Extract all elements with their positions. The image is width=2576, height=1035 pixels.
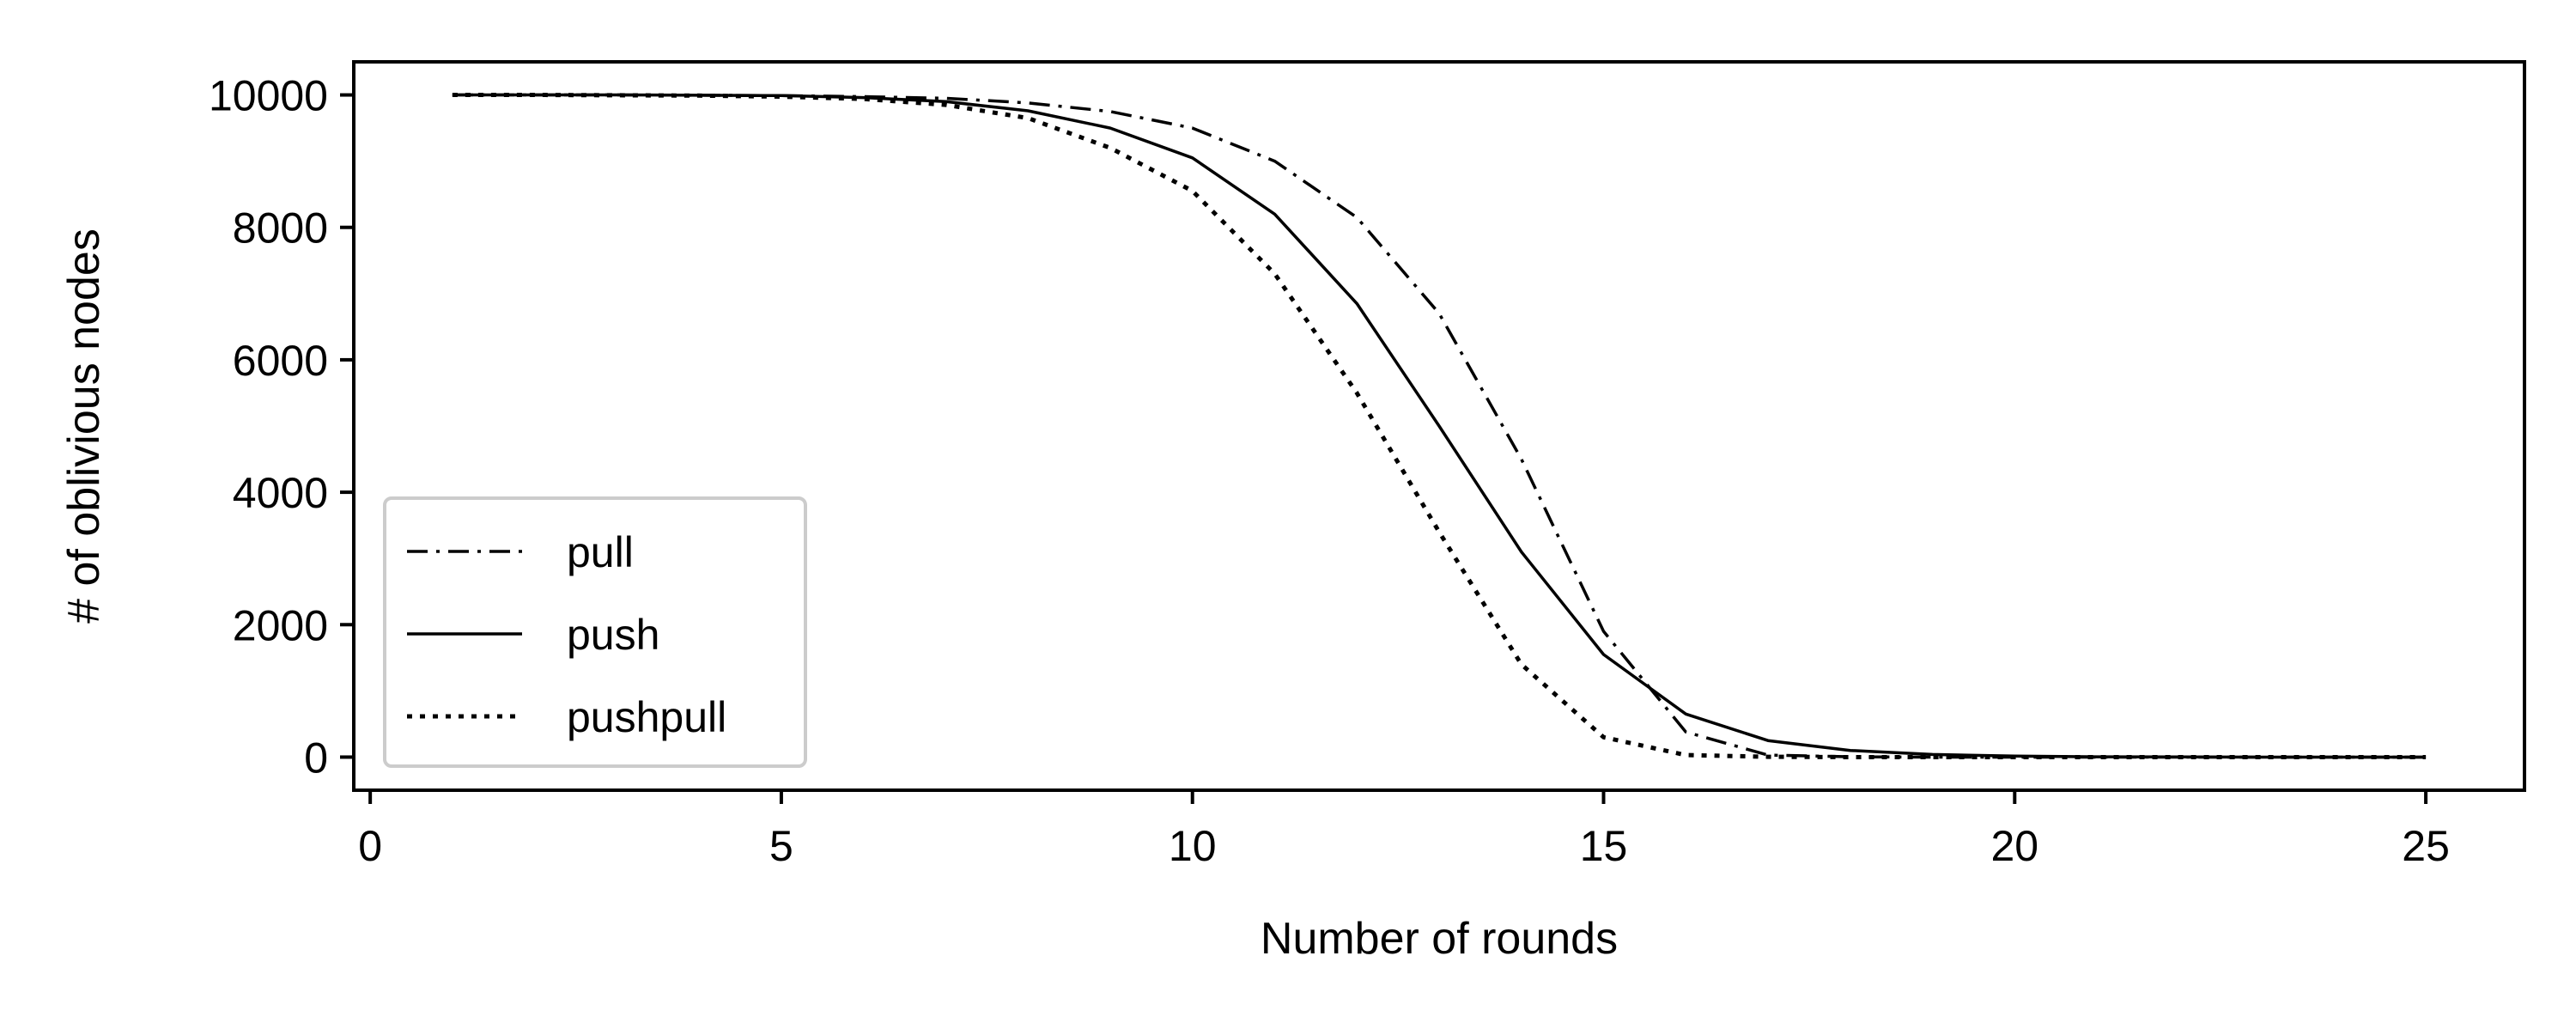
y-tick-label: 4000 bbox=[233, 469, 328, 517]
y-tick-label: 0 bbox=[304, 734, 328, 782]
y-tick-label: 6000 bbox=[233, 337, 328, 385]
legend-label-pull: pull bbox=[567, 528, 634, 576]
legend: pull push pushpull bbox=[383, 496, 807, 768]
y-tick-label: 10000 bbox=[209, 72, 328, 120]
x-tick-label: 5 bbox=[769, 822, 793, 870]
x-tick-label: 0 bbox=[358, 822, 382, 870]
x-tick-label: 25 bbox=[2402, 822, 2450, 870]
legend-box bbox=[383, 496, 807, 768]
y-tick-label: 8000 bbox=[233, 204, 328, 253]
legend-label-pushpull: pushpull bbox=[567, 693, 726, 741]
series-layer bbox=[452, 93, 2427, 759]
y-axis-ticks: 0 2000 4000 6000 8000 10000 bbox=[209, 72, 354, 782]
y-axis-label: # of oblivious nodes bbox=[59, 228, 109, 624]
series-line-push bbox=[452, 93, 2427, 759]
x-tick-label: 15 bbox=[1580, 822, 1628, 870]
x-axis-label: Number of rounds bbox=[1261, 914, 1618, 964]
x-tick-label: 20 bbox=[1990, 822, 2038, 870]
legend-label-push: push bbox=[567, 611, 659, 659]
plot-frame bbox=[352, 60, 2526, 792]
y-tick-label: 2000 bbox=[233, 601, 328, 649]
x-axis-ticks: 0 5 10 15 20 25 bbox=[358, 790, 2450, 870]
x-tick-label: 10 bbox=[1169, 822, 1217, 870]
